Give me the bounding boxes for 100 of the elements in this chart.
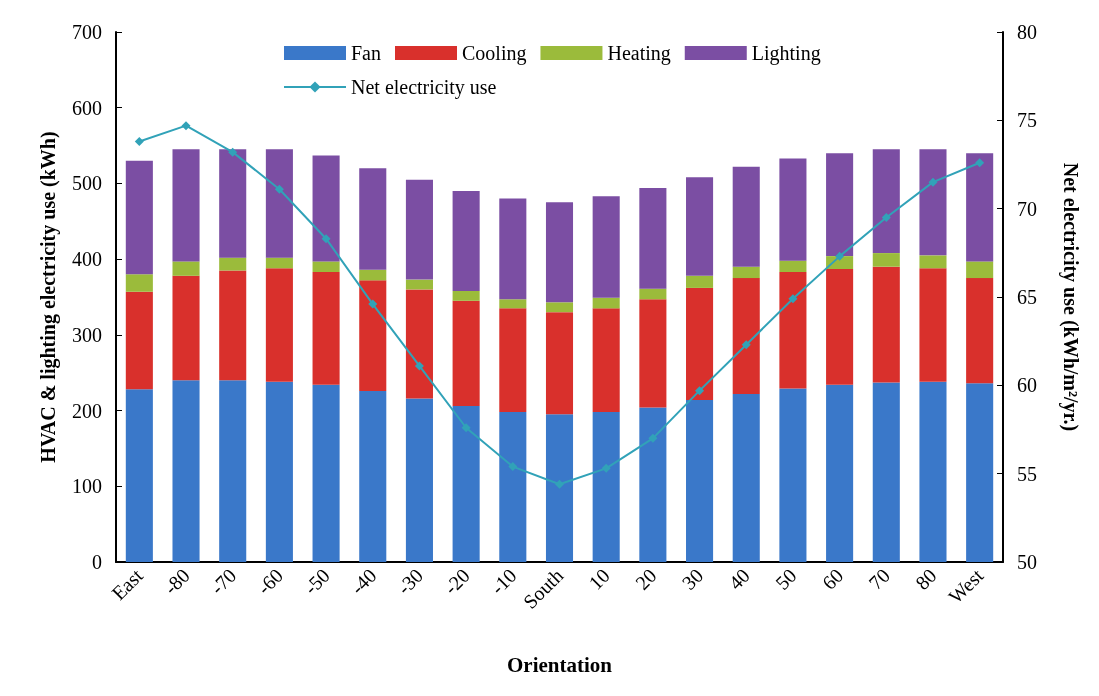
x-tick-label: West [943,563,988,608]
bar [966,278,994,384]
bar [592,308,620,413]
bar [639,407,667,562]
x-tick-label: -60 [252,564,288,599]
x-axis-title: Orientation [507,652,613,677]
point [741,340,751,350]
bar [405,279,433,290]
bar [312,155,340,262]
x-tick-label: -10 [486,564,521,599]
bar [452,191,480,291]
y-tick-label: 500 [72,172,102,195]
bar [405,179,433,280]
x-tick-label: -50 [299,564,334,599]
point [461,423,471,433]
bar [826,268,854,385]
x-tick-label: 70 [864,564,895,594]
point [508,462,518,472]
x-tick-label: -80 [159,564,194,599]
bar [966,153,994,262]
bar [219,270,247,381]
bar [312,384,340,562]
point [835,251,845,261]
point [228,147,238,157]
bar [219,380,247,562]
bar [545,414,574,562]
bar [686,287,714,400]
point [648,433,658,443]
bar [686,399,714,562]
point [695,386,705,396]
bar [172,380,200,562]
bar [125,389,153,562]
bar [359,280,387,391]
bar [919,255,947,269]
point [274,184,284,194]
point [928,177,938,187]
bar [966,261,994,279]
bar [359,269,387,281]
point [414,361,424,371]
bar [172,275,200,381]
bar [779,272,807,389]
y2-tick-label: 70 [1017,197,1037,220]
x-tick-label: -40 [346,564,381,599]
bar [359,168,387,270]
x-tick-label: -20 [439,564,474,599]
x-tick-label: 30 [677,564,708,594]
bar [545,312,574,415]
legend-label: Cooling [462,42,527,65]
point [788,294,798,304]
x-tick-label: -70 [206,564,241,599]
bar [452,406,480,562]
bar [265,257,293,269]
bar [452,300,480,407]
y-tick-label: 400 [72,248,102,271]
bar [686,275,714,288]
x-tick-label: 80 [911,564,941,594]
bar [545,302,574,313]
y2-tick-label: 80 [1017,21,1037,43]
bar [592,196,620,298]
bar [125,274,153,292]
bar [639,187,667,289]
y2-tick-label: 60 [1017,374,1037,397]
y2-tick-label: 55 [1017,462,1037,485]
bar [732,393,760,562]
y-tick-label: 700 [72,21,102,43]
bar [639,288,667,300]
bar [592,412,620,562]
bar [405,398,433,562]
bar [826,384,854,562]
bar [265,381,293,562]
bar [872,382,900,562]
bar [452,290,480,301]
bar [872,149,900,254]
bar [545,202,574,303]
bar [499,308,527,413]
bar [732,266,760,279]
x-tick-label: 50 [771,564,801,594]
bar [919,381,947,562]
point [881,213,891,222]
bar [265,268,293,382]
x-tick-label: 40 [724,564,755,594]
legend-label: Net electricity use [351,76,497,99]
bar [219,149,247,258]
y-tick-label: 0 [92,551,102,573]
bar [312,272,340,385]
point [368,299,378,309]
bar [919,149,947,256]
x-tick-label: East [107,563,148,605]
x-tick-label: 60 [817,564,848,594]
bar [172,261,200,276]
bar [499,198,527,300]
bar [125,291,153,390]
bar [732,278,760,394]
y2-tick-label: 75 [1017,109,1037,132]
bar [966,383,994,562]
point [134,137,144,147]
bar [686,177,714,276]
bar [639,299,667,408]
bar [265,149,293,258]
x-tick-label: 20 [630,564,661,594]
